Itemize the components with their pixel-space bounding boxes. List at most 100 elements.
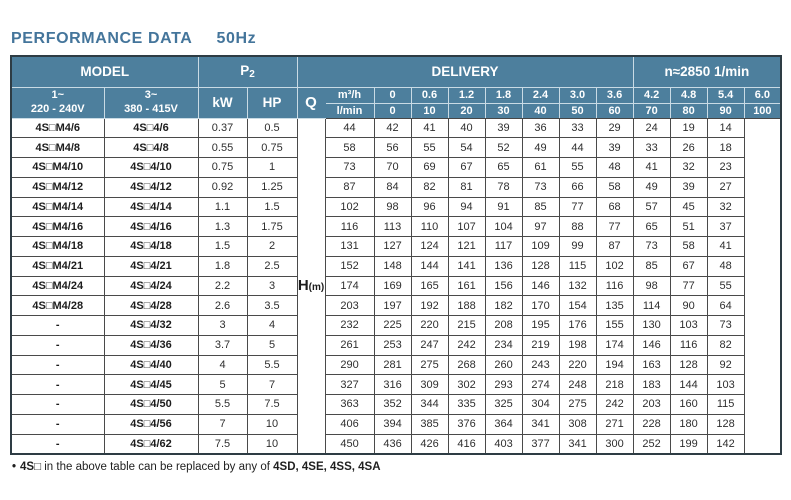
head-value-cell: 247 (410, 334, 449, 356)
model-3ph-cell: 4S□4/45 (103, 374, 199, 395)
head-value-cell: 32 (706, 196, 745, 218)
head-value-cell: 144 (669, 374, 708, 395)
table-row: 4S□M4/24 4S□4/24 2.2 3 174 169 165 161 156 146 132… (10, 275, 781, 297)
header-row-units-bottom: l/min 0 10 20 30 40 50 60 70 80 90 100 (11, 102, 782, 119)
head-value-cell: 152 (324, 255, 375, 277)
head-value-cell: 57 (632, 196, 671, 218)
head-value-cell: 341 (521, 413, 560, 435)
head-value-cell: 127 (373, 236, 412, 257)
head-value-cell: 406 (324, 413, 375, 435)
head-value-cell: 195 (521, 315, 560, 336)
head-value-cell: 104 (484, 216, 523, 237)
model-1ph-cell: 4S□M4/21 (10, 255, 105, 277)
model-3ph-cell: 4S□4/24 (103, 275, 199, 297)
head-value-cell: 66 (558, 176, 597, 198)
model-1ph-cell: - (10, 334, 105, 356)
head-value-cell: 103 (706, 374, 745, 395)
head-value-cell: 436 (373, 433, 412, 455)
head-value-cell: 88 (558, 216, 597, 237)
flow-lmin-value: 40 (521, 102, 560, 119)
model-3ph-cell: 4S□4/6 (103, 117, 199, 139)
kw-cell: 3 (197, 315, 248, 336)
head-value-cell: 219 (521, 334, 560, 356)
head-value-cell: 376 (447, 413, 486, 435)
head-value-cell: 77 (558, 196, 597, 218)
hp-cell: 0.75 (246, 137, 298, 158)
model-1ph-cell: 4S□M4/8 (10, 137, 105, 158)
head-value-cell: 220 (558, 354, 597, 376)
performance-table: MODEL P2 DELIVERY n≈2850 1/min 1~ 220 - … (10, 55, 783, 455)
model-header: MODEL (10, 55, 199, 88)
head-value-cell: 293 (484, 374, 523, 395)
flow-m3h-value: 2.4 (521, 86, 560, 104)
model-3ph-cell: 4S□4/62 (103, 433, 199, 455)
head-value-cell: 56 (373, 137, 412, 158)
table-row: 4S□M4/16 4S□4/16 1.3 1.75 116 113 110 107 104 97 8… (10, 216, 781, 237)
three-phase-line1: 3~ (144, 88, 158, 101)
head-value-cell: 92 (706, 354, 745, 376)
head-value-cell: 18 (706, 137, 745, 158)
model-1ph-cell: 4S□M4/6 (10, 117, 105, 139)
flow-m3h-value: 1.8 (484, 86, 523, 104)
head-value-cell: 261 (324, 334, 375, 356)
head-value-cell: 82 (706, 334, 745, 356)
page-title: PERFORMANCE DATA 50Hz (11, 30, 256, 48)
head-value-cell: 232 (324, 315, 375, 336)
head-value-cell: 91 (484, 196, 523, 218)
head-value-cell: 131 (324, 236, 375, 257)
head-value-cell: 41 (706, 236, 745, 257)
head-value-cell: 170 (521, 295, 560, 316)
model-1ph-cell: - (10, 354, 105, 376)
kw-cell: 7.5 (197, 433, 248, 455)
model-3ph-cell: 4S□4/32 (103, 315, 199, 336)
head-value-cell: 416 (447, 433, 486, 455)
table-row: 4S□M4/18 4S□4/18 1.5 2 131 127 124 121 117 109 99 8… (10, 236, 781, 257)
kw-cell: 2.2 (197, 275, 248, 297)
head-value-cell: 274 (521, 374, 560, 395)
footnote-model-placeholder: 4S□ (20, 461, 42, 473)
head-value-cell: 128 (521, 255, 560, 277)
table-row: 4S□M4/14 4S□4/14 1.1 1.5 102 98 96 94 91 85 77 68 57… (10, 196, 781, 218)
head-value-cell: 142 (706, 433, 745, 455)
head-value-cell: 87 (324, 176, 375, 198)
head-value-cell: 49 (521, 137, 560, 158)
head-value-cell: 302 (447, 374, 486, 395)
head-value-cell: 117 (484, 236, 523, 257)
head-value-cell: 344 (410, 394, 449, 415)
hp-cell: 2 (246, 236, 298, 257)
head-value-cell: 73 (632, 236, 671, 257)
table-row: 4S□M4/21 4S□4/21 1.8 2.5 152 148 144 141 136 128 1… (10, 255, 781, 277)
head-value-cell: 55 (706, 275, 745, 297)
footnote: • 4S□ in the above table can be replaced … (12, 461, 381, 473)
head-value-cell: 385 (410, 413, 449, 435)
model-1ph-cell: - (10, 374, 105, 395)
head-value-cell: 55 (410, 137, 449, 158)
head-value-cell: 109 (521, 236, 560, 257)
head-value-cell: 67 (447, 157, 486, 178)
head-value-cell: 99 (558, 236, 597, 257)
flow-lmin-value: 90 (706, 102, 745, 119)
table-row: -4S□4/32 3 4 232 225 220 215 208 195 176 155 130 103… (10, 315, 781, 336)
flow-lmin-value: 80 (669, 102, 708, 119)
delivery-header: DELIVERY (296, 55, 634, 88)
head-value-cell: 198 (558, 334, 597, 356)
head-value-cell: 102 (324, 196, 375, 218)
head-value-cell: 199 (669, 433, 708, 455)
hp-cell: 0.5 (246, 117, 298, 139)
head-value-cell: 116 (669, 334, 708, 356)
head-value-cell: 58 (669, 236, 708, 257)
head-value-cell: 154 (558, 295, 597, 316)
table-row: 4S□M4/28 4S□4/28 2.6 3.5 203 197 192 188 182 170 1… (10, 295, 781, 316)
head-unit: (m) (308, 282, 325, 294)
model-3ph-cell: 4S□4/50 (103, 394, 199, 415)
head-value-cell: 271 (595, 413, 634, 435)
head-value-cell: 234 (484, 334, 523, 356)
head-value-cell: 144 (410, 255, 449, 277)
head-value-cell: 42 (373, 117, 412, 139)
head-value-cell: 48 (706, 255, 745, 277)
head-value-cell: 308 (558, 413, 597, 435)
head-value-cell: 194 (595, 354, 634, 376)
head-value-cell: 148 (373, 255, 412, 277)
head-value-cell: 352 (373, 394, 412, 415)
p2-base: P (240, 63, 250, 79)
